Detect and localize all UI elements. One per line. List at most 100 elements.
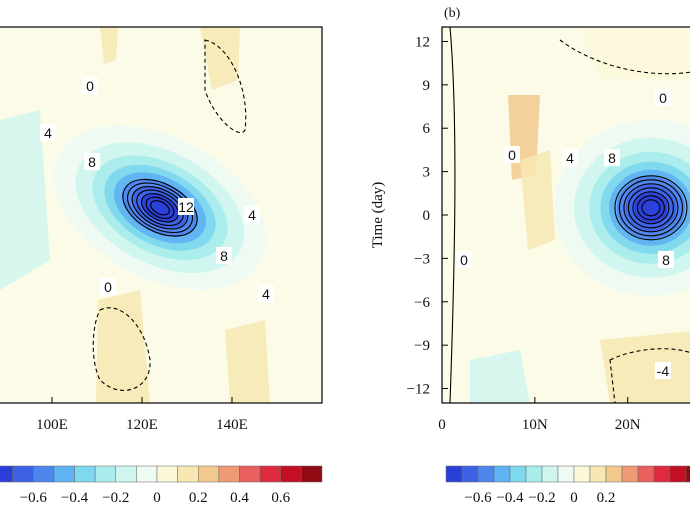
panel-b-contour-labels: 0 4 8 0 8 0 -4 xyxy=(456,89,674,379)
colorbar-b-swatch-6 xyxy=(541,465,559,483)
colorbar-a-label-4: 0.2 xyxy=(189,490,208,506)
panel-b-x-tick-label-0: 0 xyxy=(438,417,446,433)
colorbar-a-label-1: −0.4 xyxy=(61,490,89,506)
colorbar-a-swatch-14 xyxy=(280,465,302,483)
colorbar-a-swatch-8 xyxy=(156,465,178,483)
panel-b-label: (b) xyxy=(444,6,461,21)
panel-a-x-tick-label-0: 100E xyxy=(36,417,68,433)
panel-b-cool-patch-1 xyxy=(470,350,530,403)
panel-a-contour-14 xyxy=(150,200,170,216)
panel-a-contour-12 xyxy=(145,196,175,219)
panel-a-x-tick-label-1: 120E xyxy=(126,417,158,433)
panel-b-contours xyxy=(449,27,690,403)
panel-b-contour-4 xyxy=(618,179,683,237)
panel-b-contour-zero-edge xyxy=(449,27,456,403)
panel-b-y-tick-label-2: 6 xyxy=(423,121,431,137)
panel-b-warm-patch-4 xyxy=(580,27,690,80)
colorbar-b-swatch-1 xyxy=(461,465,479,483)
panel-b-y-ticks: 12 9 6 3 0 −3 −6 −9 −12 xyxy=(407,34,448,398)
panel-b-contour-label-text: 8 xyxy=(608,150,616,166)
panel-b-contour-label-0: 0 xyxy=(504,146,520,163)
panel-a-contour-label-text: 12 xyxy=(178,199,194,215)
panel-a-contour-label-text: 4 xyxy=(248,207,256,223)
colorbar-b-swatch-2 xyxy=(477,465,495,483)
panel-a-contours xyxy=(92,39,247,391)
panel-b-contour-label-bg xyxy=(562,149,578,166)
panel-a-contour-8 xyxy=(136,189,184,227)
colorbar-b-swatch-0 xyxy=(445,465,463,483)
panel-b-contour-label-bg xyxy=(504,146,520,163)
colorbar-a-swatch-9 xyxy=(177,465,199,483)
colorbar-a-swatch-1 xyxy=(12,465,34,483)
panel-a-contour-label-5: 8 xyxy=(216,247,232,264)
colorbar-a-label-3: 0 xyxy=(153,490,161,506)
panel-a-contour-label-bg xyxy=(82,77,98,94)
panel-a-contour-label-3: 12 xyxy=(178,198,194,215)
colorbar-a-swatch-4 xyxy=(74,465,96,483)
panel-b-shade-level-7 xyxy=(634,192,668,223)
colorbar-b-label-0: −0.6 xyxy=(464,490,492,506)
panel-b-contour-label-5: 0 xyxy=(456,251,472,268)
panel-b: (b) 0 4 8 0 8 0 -4 0 10N 20N 12 9 6 3 0 −3 −6 −9 −12 Tim… xyxy=(370,6,690,433)
colorbar-b-swatch-13 xyxy=(653,465,671,483)
colorbar-a-swatch-0 xyxy=(0,465,13,483)
colorbar-a-swatch-3 xyxy=(53,465,75,483)
panel-a-contour-label-2: 8 xyxy=(84,153,100,170)
panel-a-contour-label-7: 4 xyxy=(258,285,274,302)
panel-a-contour-neg-2 xyxy=(204,39,247,133)
panel-a-warm-patch-1 xyxy=(100,27,118,64)
panel-a-warm-patch-4 xyxy=(225,320,270,403)
panel-b-contour-label-1: 4 xyxy=(562,149,578,166)
colorbar-a-label-5: 0.4 xyxy=(230,490,249,506)
panel-b-y-tick-label-8: −12 xyxy=(407,382,430,398)
panel-b-warm-patch-2 xyxy=(520,150,555,250)
panel-a-frame xyxy=(0,26,323,404)
panel-a: 0 4 8 12 4 8 0 4 100E 120E 140E xyxy=(0,26,323,433)
colorbar-b-swatch-5 xyxy=(525,465,543,483)
colorbar-b-swatch-12 xyxy=(637,465,655,483)
colorbar-b-swatch-15 xyxy=(685,465,690,483)
panel-b-contour-label-6: -4 xyxy=(655,362,671,379)
panel-a-warm-patch-3 xyxy=(96,290,150,403)
panel-b-contour-label-bg xyxy=(658,251,674,268)
colorbar-b-swatch-9 xyxy=(589,465,607,483)
panel-b-contour-label-text: 0 xyxy=(659,90,667,106)
panel-a-contour-label-text: 8 xyxy=(88,154,96,170)
panel-a-contour-label-bg xyxy=(244,206,260,223)
colorbar-a: −0.6 −0.4 −0.2 0 0.2 0.4 0.6 xyxy=(0,465,323,506)
colorbar-a-swatch-13 xyxy=(259,465,281,483)
panel-b-plot-area: 0 4 8 0 8 0 -4 xyxy=(442,27,690,403)
panel-a-contour-label-text: 0 xyxy=(104,279,112,295)
panel-a-shade-level-7 xyxy=(141,193,179,222)
panel-a-contour-10 xyxy=(140,193,180,223)
colorbar-a-label-6: 0.6 xyxy=(271,490,290,506)
panel-b-y-tick-label-4: 0 xyxy=(423,208,431,224)
colorbar-a-label-2: −0.2 xyxy=(102,490,129,506)
panel-a-contour-6 xyxy=(131,185,189,230)
colorbar-b-swatch-14 xyxy=(669,465,687,483)
panel-b-contour-label-text: 0 xyxy=(460,252,468,268)
panel-a-contour-label-0: 0 xyxy=(82,77,98,94)
panel-b-warm-patch-3 xyxy=(600,331,690,403)
colorbar-a-swatch-12 xyxy=(239,465,261,483)
panel-a-contour-label-text: 8 xyxy=(220,248,228,264)
panel-b-contour-label-text: 0 xyxy=(508,147,516,163)
panel-a-contour-0 xyxy=(122,178,198,237)
panel-a-contour-label-bg xyxy=(84,153,100,170)
colorbar-a-swatch-11 xyxy=(218,465,240,483)
panel-a-warm-patch-2 xyxy=(200,27,240,90)
panel-b-contour-label-4: 8 xyxy=(658,251,674,268)
panel-b-contour-label-2: 8 xyxy=(604,149,620,166)
panel-b-contour-label-bg xyxy=(456,251,472,268)
panel-b-y-tick-label-7: −9 xyxy=(414,338,430,354)
colorbar-a-label-0: −0.6 xyxy=(20,490,48,506)
colorbar-a-swatch-10 xyxy=(198,465,220,483)
panel-a-shading xyxy=(0,27,270,403)
panel-b-contour-0 xyxy=(614,175,688,241)
colorbar-a-swatch-7 xyxy=(136,465,158,483)
panel-a-contour-label-1: 4 xyxy=(40,124,56,141)
colorbar-b-swatch-8 xyxy=(573,465,591,483)
panel-b-x-tick-label-1: 10N xyxy=(522,417,548,433)
panel-b-y-axis-title: Time (day) xyxy=(370,182,386,249)
